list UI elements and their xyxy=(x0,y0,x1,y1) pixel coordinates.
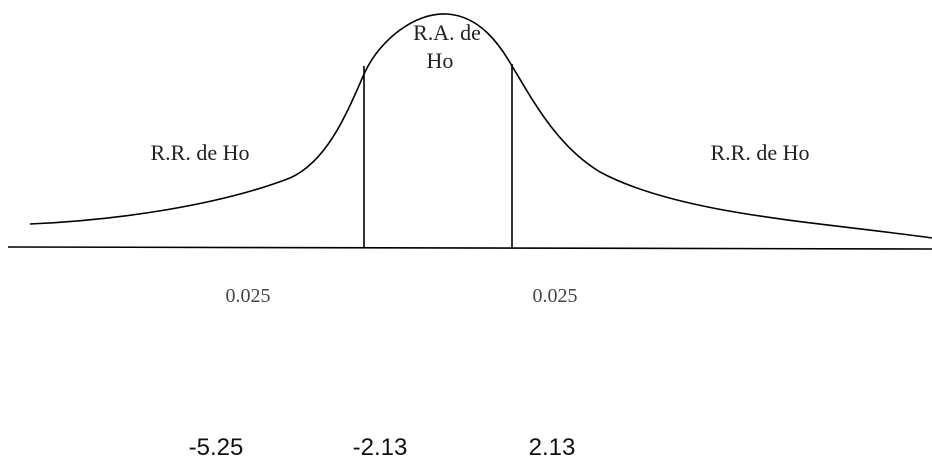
horizontal-axis xyxy=(7,246,932,250)
left-rejection-region-label: R.R. de Ho xyxy=(151,140,250,165)
upper-critical-value: 2.13 xyxy=(529,434,576,461)
left-tail-area-label: 0.025 xyxy=(226,285,271,307)
test-statistic-value: -5.25 xyxy=(189,434,244,461)
right-rejection-region-label: R.R. de Ho xyxy=(711,140,810,165)
distribution-curve xyxy=(29,13,932,239)
lower-critical-value: -2.13 xyxy=(353,434,408,461)
right-tail-area-label: 0.025 xyxy=(533,285,578,307)
acceptance-region-label-line1: R.A. de xyxy=(413,20,481,45)
acceptance-region-label-line2: Ho xyxy=(427,48,454,73)
